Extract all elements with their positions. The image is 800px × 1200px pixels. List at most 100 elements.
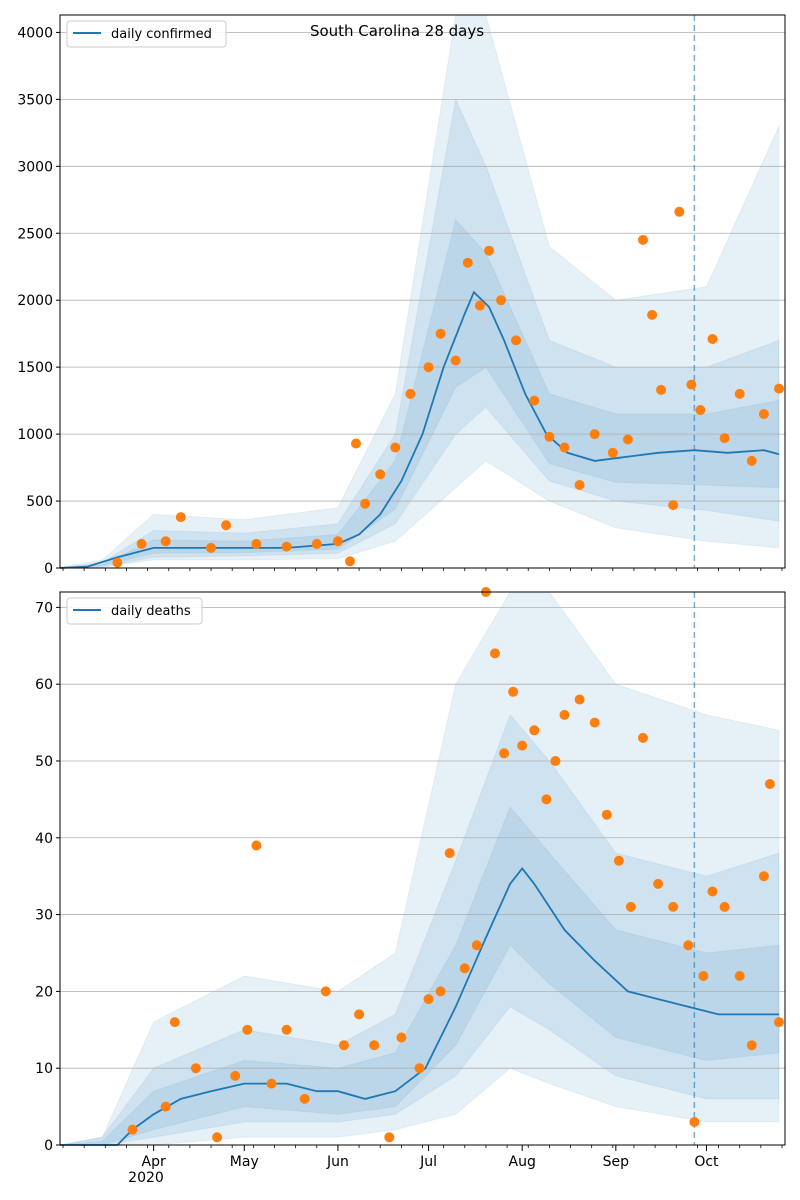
observed-point — [574, 694, 585, 705]
observed-point — [311, 538, 322, 549]
observed-point — [550, 756, 561, 766]
x-tick-label: Oct — [694, 1154, 719, 1170]
observed-point — [758, 871, 769, 882]
observed-point — [396, 1032, 407, 1043]
observed-point — [136, 538, 147, 549]
observed-point — [746, 455, 757, 466]
observed-point — [405, 388, 416, 399]
observed-point — [375, 469, 386, 480]
observed-point — [127, 1124, 138, 1135]
observed-point — [299, 1093, 310, 1104]
observed-point — [499, 748, 510, 759]
observed-point — [221, 520, 232, 531]
observed-point — [169, 1017, 180, 1028]
observed-point — [653, 878, 664, 889]
median-line — [59, 290, 780, 569]
observed-point — [435, 986, 446, 997]
x-year-label: 2020 — [128, 1170, 164, 1186]
y-tick-label: 10 — [35, 1061, 53, 1077]
observed-point — [695, 405, 706, 415]
y-tick-label: 1500 — [17, 360, 53, 376]
y-tick-label: 3000 — [17, 159, 53, 175]
observed-point — [559, 709, 570, 720]
y-tick-label: 1000 — [17, 427, 53, 443]
observed-point — [686, 379, 697, 390]
observed-point — [719, 433, 730, 444]
x-tick-label: Sep — [603, 1154, 630, 1170]
confirmed-median-line-group — [59, 290, 780, 569]
observed-point — [384, 1132, 395, 1143]
observed-point — [544, 431, 555, 442]
uncertainty-band-2 — [59, 806, 780, 1146]
x-tick-label: Jun — [326, 1154, 349, 1170]
observed-point — [471, 940, 482, 951]
observed-point — [339, 1040, 349, 1051]
confirmed-legend-label: daily confirmed — [111, 27, 212, 42]
observed-point — [423, 994, 434, 1005]
observed-point — [574, 480, 585, 490]
observed-point — [281, 541, 292, 552]
observed-point — [251, 538, 262, 549]
observed-point — [511, 335, 522, 346]
x-tick-label: Jul — [419, 1154, 437, 1170]
observed-point — [242, 1024, 253, 1035]
y-tick-label: 3500 — [17, 92, 53, 108]
observed-point — [529, 725, 540, 736]
confirmed-observed-points — [112, 206, 784, 568]
y-tick-label: 70 — [35, 600, 53, 616]
y-tick-label: 40 — [35, 831, 53, 847]
y-tick-label: 50 — [35, 754, 53, 770]
uncertainty-band-1 — [59, 97, 780, 569]
observed-point — [320, 986, 331, 997]
observed-point — [484, 245, 494, 256]
observed-point — [656, 384, 667, 395]
deaths-panel: 0 10 20 30 40 50 60 70 Apr May Jun Jul Aug Sep Oct 20… — [35, 587, 786, 1186]
observed-point — [541, 794, 552, 805]
y-tick-label: 2000 — [17, 293, 53, 309]
observed-point — [474, 300, 485, 311]
observed-point — [160, 536, 171, 547]
deaths-y-ticks: 0 10 20 30 40 50 60 70 — [35, 600, 60, 1154]
deaths-uncertainty-bands — [59, 591, 780, 1146]
observed-point — [360, 498, 371, 509]
deaths-legend-box — [66, 597, 203, 625]
x-tick-label: Apr — [142, 1154, 166, 1170]
observed-point — [444, 848, 455, 859]
observed-point — [668, 901, 679, 912]
observed-point — [719, 901, 730, 912]
observed-point — [559, 442, 570, 453]
x-tick-label: May — [230, 1154, 259, 1170]
observed-point — [345, 556, 355, 567]
observed-point — [414, 1063, 425, 1074]
observed-point — [746, 1040, 757, 1051]
confirmed-x-ticks — [62, 568, 783, 571]
y-tick-label: 20 — [35, 984, 53, 1000]
uncertainty-band-1 — [59, 713, 780, 1146]
observed-point — [332, 536, 343, 547]
observed-point — [758, 409, 769, 419]
deaths-legend: daily deaths — [66, 597, 203, 625]
observed-point — [190, 1063, 201, 1074]
observed-point — [175, 512, 186, 523]
observed-point — [674, 206, 685, 217]
confirmed-legend: daily confirmed — [66, 20, 227, 48]
observed-point — [212, 1132, 223, 1143]
observed-point — [707, 334, 718, 344]
y-tick-label: 2500 — [17, 226, 53, 242]
observed-point — [230, 1070, 241, 1081]
observed-point — [774, 1017, 784, 1028]
observed-point — [496, 295, 506, 306]
confirmed-panel: 0 500 1000 1500 2000 2500 3000 3500 4000 South C… — [17, 14, 786, 577]
observed-point — [517, 740, 528, 751]
observed-point — [281, 1024, 292, 1035]
observed-point — [764, 779, 775, 789]
median-line — [60, 867, 779, 1146]
deaths-median-line-group — [60, 867, 779, 1146]
observed-point — [529, 395, 540, 406]
observed-point — [734, 971, 745, 981]
observed-point — [423, 362, 434, 373]
confirmed-y-ticks: 0 500 1000 1500 2000 2500 3000 3500 4000 — [17, 25, 60, 577]
y-tick-label: 4000 — [17, 25, 53, 41]
chart-title: South Carolina 28 days — [310, 22, 484, 40]
